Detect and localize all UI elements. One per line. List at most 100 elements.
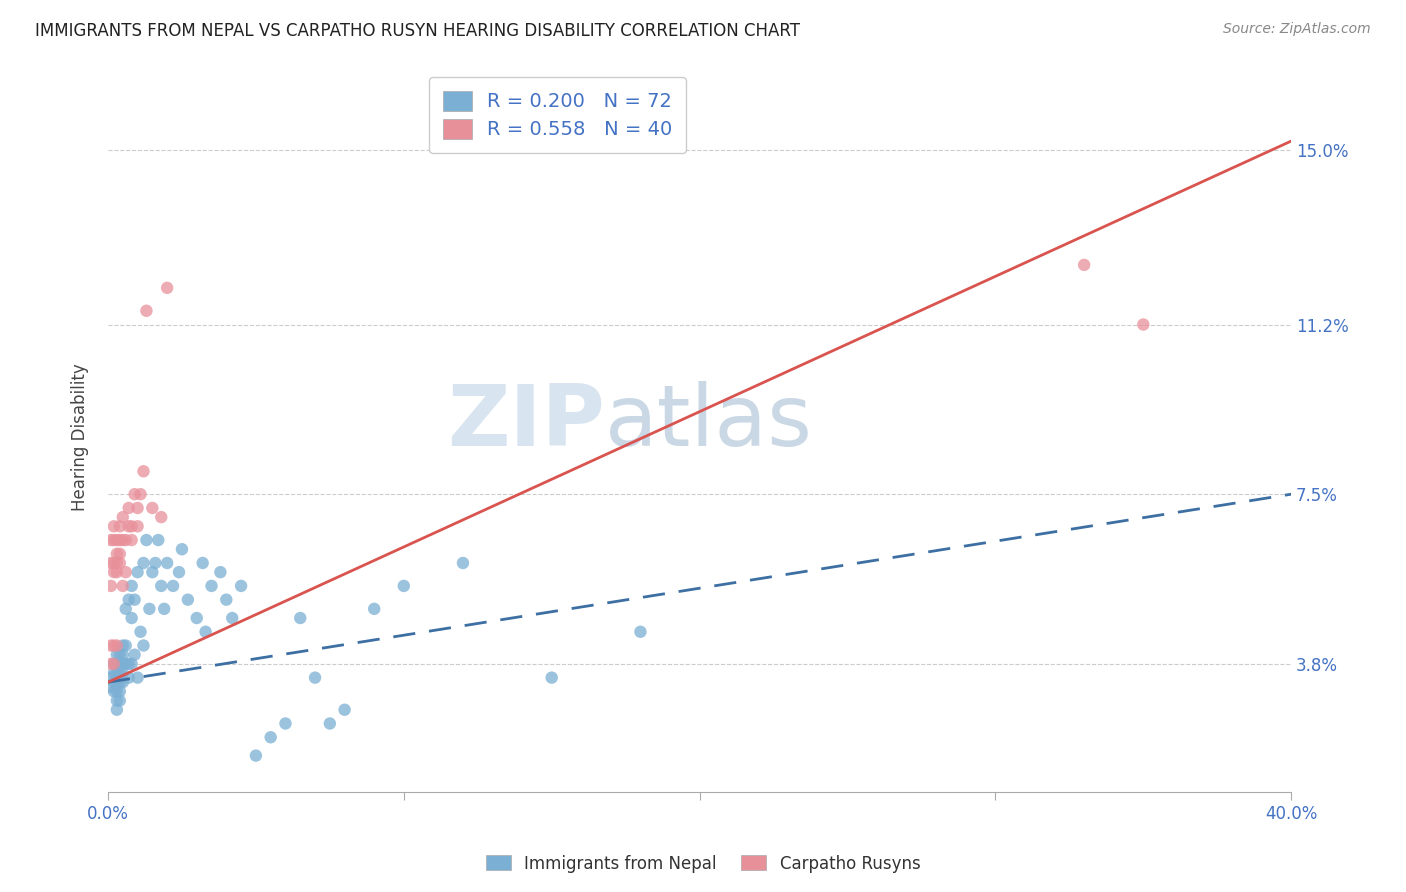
Text: IMMIGRANTS FROM NEPAL VS CARPATHO RUSYN HEARING DISABILITY CORRELATION CHART: IMMIGRANTS FROM NEPAL VS CARPATHO RUSYN … <box>35 22 800 40</box>
Point <box>103 684 125 698</box>
Point <box>100 639 122 653</box>
Point <box>105 565 128 579</box>
Point <box>100 556 122 570</box>
Point <box>100 657 122 671</box>
Point <box>108 675 131 690</box>
Legend: Immigrants from Nepal, Carpatho Rusyns: Immigrants from Nepal, Carpatho Rusyns <box>479 848 927 880</box>
Point <box>108 657 131 671</box>
Point <box>124 648 146 662</box>
Point <box>103 639 125 653</box>
Point <box>118 519 141 533</box>
Point <box>630 624 652 639</box>
Point <box>1132 318 1154 332</box>
Point <box>121 533 143 547</box>
Point <box>209 565 232 579</box>
Legend: R = 0.200   N = 72, R = 0.558   N = 40: R = 0.200 N = 72, R = 0.558 N = 40 <box>429 77 686 153</box>
Point <box>124 592 146 607</box>
Point <box>121 657 143 671</box>
Point <box>392 579 415 593</box>
Point <box>127 500 149 515</box>
Point <box>121 579 143 593</box>
Point <box>108 648 131 662</box>
Point <box>129 487 152 501</box>
Point <box>105 666 128 681</box>
Point <box>100 671 122 685</box>
Point <box>141 565 163 579</box>
Point <box>138 602 160 616</box>
Point <box>114 533 136 547</box>
Point <box>105 556 128 570</box>
Point <box>103 556 125 570</box>
Point <box>105 639 128 653</box>
Point <box>129 624 152 639</box>
Point <box>118 657 141 671</box>
Point <box>111 579 134 593</box>
Text: atlas: atlas <box>605 381 813 464</box>
Point <box>245 748 267 763</box>
Point <box>141 500 163 515</box>
Point <box>143 556 166 570</box>
Point <box>191 556 214 570</box>
Point <box>114 565 136 579</box>
Point <box>111 675 134 690</box>
Point <box>108 556 131 570</box>
Point <box>121 519 143 533</box>
Point <box>200 579 222 593</box>
Point <box>148 533 170 547</box>
Point <box>135 533 157 547</box>
Point <box>118 592 141 607</box>
Point <box>103 565 125 579</box>
Point <box>108 666 131 681</box>
Point <box>132 639 155 653</box>
Point <box>105 547 128 561</box>
Point <box>540 671 562 685</box>
Point <box>177 592 200 607</box>
Point <box>150 510 173 524</box>
Point <box>103 519 125 533</box>
Point <box>127 565 149 579</box>
Point <box>451 556 474 570</box>
Point <box>105 675 128 690</box>
Point <box>132 464 155 478</box>
Text: Source: ZipAtlas.com: Source: ZipAtlas.com <box>1223 22 1371 37</box>
Point <box>274 716 297 731</box>
Point <box>108 519 131 533</box>
Point <box>100 533 122 547</box>
Point <box>111 510 134 524</box>
Point <box>108 684 131 698</box>
Point <box>111 648 134 662</box>
Point <box>127 671 149 685</box>
Point <box>150 579 173 593</box>
Point <box>186 611 208 625</box>
Point <box>103 533 125 547</box>
Point <box>121 611 143 625</box>
Point <box>111 657 134 671</box>
Point <box>103 657 125 671</box>
Point <box>105 703 128 717</box>
Point <box>156 556 179 570</box>
Point <box>100 680 122 694</box>
Point <box>132 556 155 570</box>
Point <box>124 487 146 501</box>
Point <box>333 703 356 717</box>
Point <box>108 533 131 547</box>
Point <box>103 666 125 681</box>
Point <box>118 500 141 515</box>
Point <box>111 666 134 681</box>
Text: ZIP: ZIP <box>447 381 605 464</box>
Point <box>114 639 136 653</box>
Point <box>108 693 131 707</box>
Point <box>260 731 283 745</box>
Point <box>114 657 136 671</box>
Point <box>118 671 141 685</box>
Point <box>127 519 149 533</box>
Point <box>319 716 342 731</box>
Point <box>1073 258 1095 272</box>
Y-axis label: Hearing Disability: Hearing Disability <box>72 363 89 511</box>
Point <box>221 611 243 625</box>
Point <box>105 684 128 698</box>
Point <box>135 303 157 318</box>
Point <box>156 281 179 295</box>
Point <box>229 579 252 593</box>
Point <box>105 533 128 547</box>
